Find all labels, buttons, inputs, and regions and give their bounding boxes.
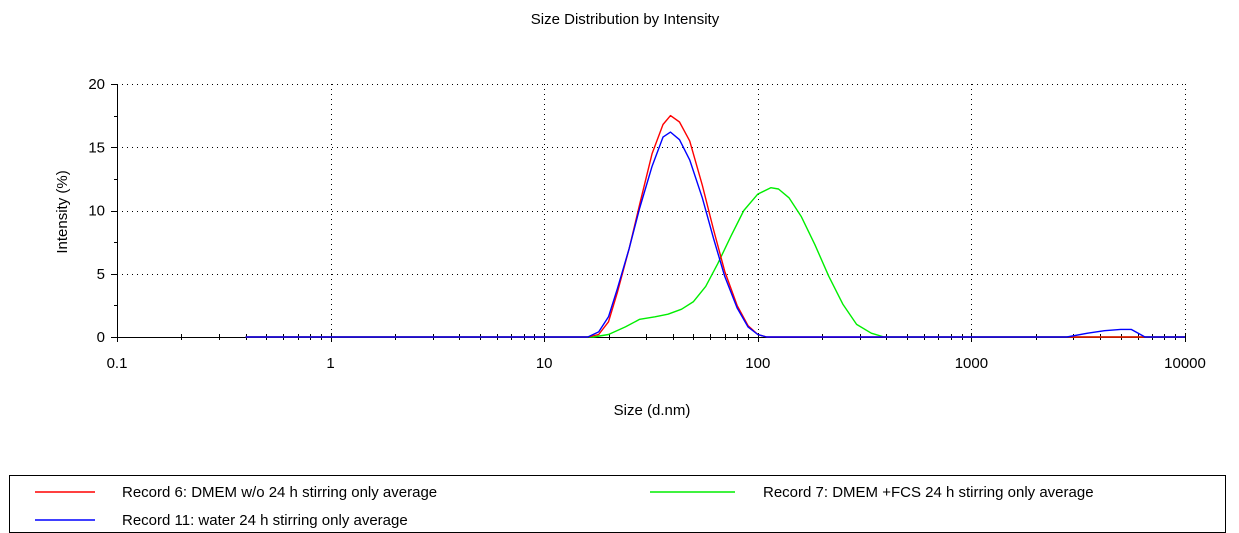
legend-entry-record-6: Record 6: DMEM w/o 24 h stirring only av… [122, 484, 437, 501]
series-line-2 [245, 186, 1185, 338]
tick-marks [111, 84, 1186, 342]
series-line-1 [245, 131, 1185, 338]
y-axis-title: Intensity (%) [54, 170, 71, 253]
legend: Record 6: DMEM w/o 24 h stirring only av… [9, 475, 1226, 533]
y-tick-label: 15 [88, 139, 105, 156]
chart-title: Size Distribution by Intensity [531, 11, 720, 28]
x-axis-title: Size (d.nm) [614, 402, 691, 419]
x-tick-label: 10000 [1164, 355, 1206, 372]
legend-entry-record-11: Record 11: water 24 h stirring only aver… [122, 512, 408, 529]
grid [117, 84, 1186, 337]
axes [117, 84, 1185, 338]
series-lines [245, 114, 1185, 338]
legend-entry-record-7: Record 7: DMEM +FCS 24 h stirring only a… [763, 484, 1094, 501]
y-tick-label: 5 [97, 266, 105, 283]
x-tick-labels: 0.1 1 10 100 1000 10000 [107, 355, 1206, 372]
x-tick-label: 10 [536, 355, 553, 372]
y-tick-label: 20 [88, 76, 105, 93]
series-line-0 [245, 114, 1185, 338]
y-tick-labels: 0 5 10 15 20 [88, 76, 105, 346]
x-tick-label: 1 [326, 355, 334, 372]
x-tick-label: 1000 [955, 355, 988, 372]
y-tick-label: 10 [88, 203, 105, 220]
x-tick-label: 0.1 [107, 355, 128, 372]
x-tick-label: 100 [745, 355, 770, 372]
y-tick-label: 0 [97, 329, 105, 346]
